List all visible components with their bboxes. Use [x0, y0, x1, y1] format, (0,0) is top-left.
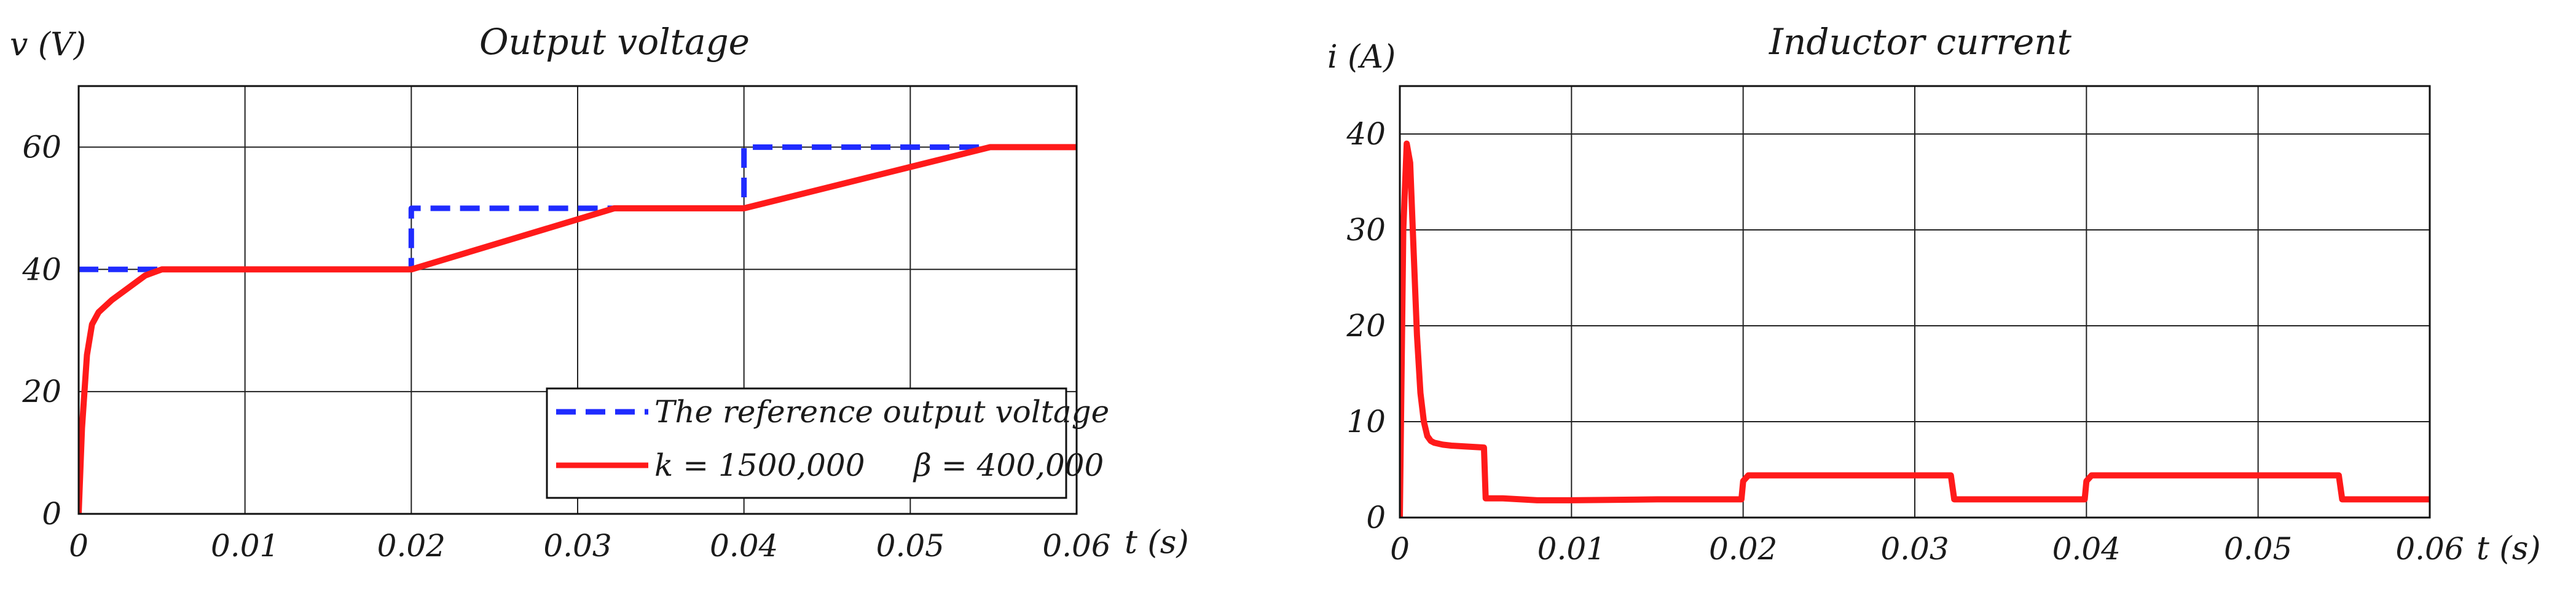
x-tick-label: 0.01 — [1537, 531, 1606, 567]
chart-title: Output voltage — [479, 21, 750, 63]
y-tick-label: 10 — [1346, 404, 1386, 439]
x-tick-label: 0.06 — [2395, 531, 2464, 567]
response-line — [1400, 140, 2430, 518]
x-tick-label: 0.03 — [1880, 531, 1949, 567]
y-tick-label: 0 — [1366, 500, 1386, 535]
x-tick-label: 0.04 — [2052, 531, 2121, 567]
x-tick-labels: 0 0.01 0.02 0.03 0.04 0.05 0.06 — [1390, 531, 2464, 567]
output-voltage-chart: Output voltage v (V) t (s) 0 0.01 0.02 0.03… — [10, 21, 1189, 564]
y-tick-label: 0 — [42, 496, 61, 532]
x-axis-label: t (s) — [1125, 524, 1189, 561]
legend-box — [546, 387, 1067, 499]
x-tick-label: 0.05 — [876, 528, 944, 564]
inductor-current-chart: Inductor current i (A) t (s) 0 0.01 0.02 0.… — [1327, 21, 2541, 567]
x-tick-label: 0.02 — [377, 528, 446, 564]
plot-frame — [1399, 85, 2431, 519]
x-tick-label: 0.01 — [211, 528, 279, 564]
chart-title: Inductor current — [1769, 21, 2072, 63]
x-tick-label: 0.05 — [2224, 531, 2292, 567]
y-tick-label: 40 — [1346, 116, 1386, 152]
series-group — [1400, 140, 2430, 518]
x-tick-labels: 0 0.01 0.02 0.03 0.04 0.05 0.06 — [69, 528, 1111, 564]
response-line — [79, 144, 1077, 514]
legend-response-label: k = 1500,000 β = 400,000 — [654, 447, 1104, 483]
x-axis-label: t (s) — [2476, 530, 2541, 567]
plot-frame — [77, 85, 1078, 515]
y-tick-labels: 0 20 40 60 — [22, 129, 61, 532]
x-tick-label: 0 — [1390, 531, 1410, 567]
legend-reference-label: The reference output voltage — [654, 394, 1109, 430]
y-tick-label: 40 — [22, 251, 61, 287]
series-group — [79, 144, 1077, 514]
grid — [1399, 86, 2430, 518]
y-tick-label: 60 — [22, 129, 61, 165]
x-tick-label: 0.03 — [543, 528, 611, 564]
y-tick-label: 20 — [1346, 308, 1386, 344]
x-tick-label: 0.04 — [710, 528, 778, 564]
x-tick-label: 0.02 — [1709, 531, 1777, 567]
y-tick-labels: 0 10 20 30 40 — [1346, 116, 1386, 535]
y-axis-label: v (V) — [10, 26, 86, 63]
y-tick-label: 20 — [22, 374, 61, 409]
x-tick-label: 0 — [69, 528, 88, 564]
y-axis-label: i (A) — [1327, 39, 1396, 76]
x-tick-label: 0.06 — [1042, 528, 1110, 564]
y-tick-label: 30 — [1346, 212, 1386, 248]
legend: The reference output voltage k = 1500,00… — [546, 387, 1109, 499]
